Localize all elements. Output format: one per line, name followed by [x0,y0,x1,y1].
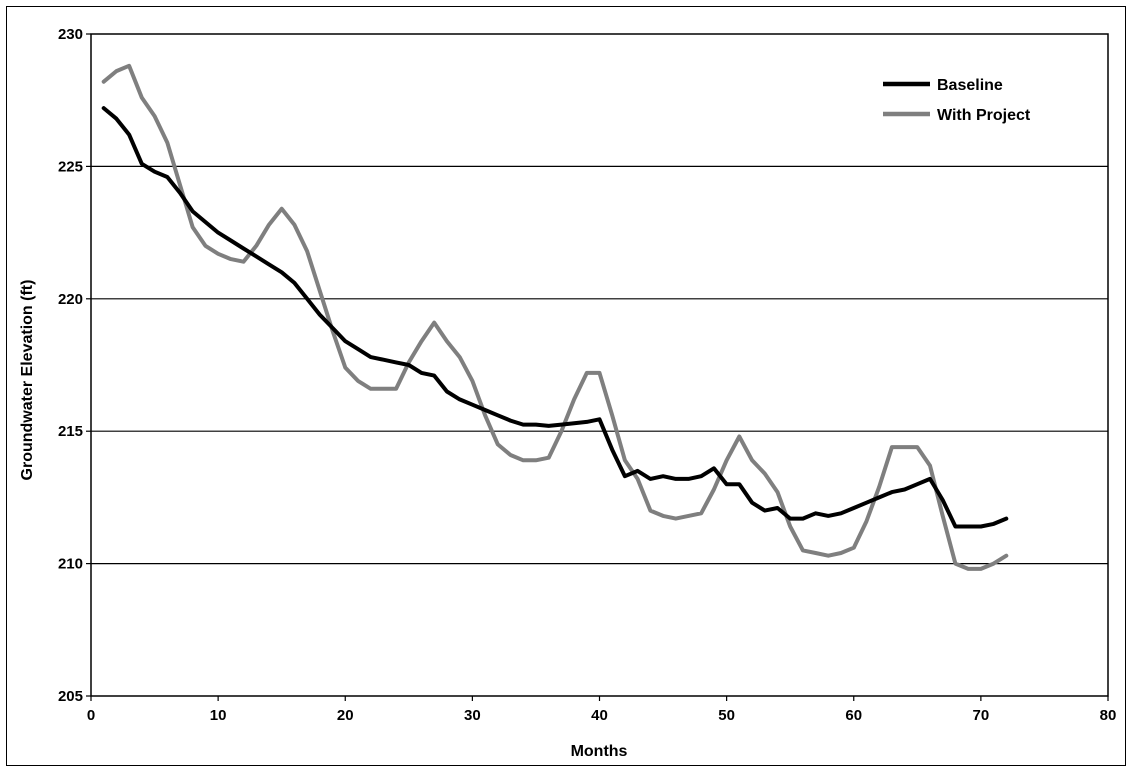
y-tick-label: 215 [58,423,83,440]
legend: Baseline With Project [883,77,1031,124]
axes: 205 210 215 220 225 230 0 10 20 30 40 50 60 70 80 [58,26,1116,724]
y-tick-label: 220 [58,291,83,308]
chart-frame [6,6,1126,766]
series-line-with-project [101,63,1009,571]
y-tick-label: 230 [58,26,83,43]
x-tick-label: 20 [337,707,354,724]
x-tick-label: 0 [87,707,95,724]
series-line-baseline [101,106,1009,529]
legend-label-with-project: With Project [937,107,1031,124]
x-tick-label: 70 [973,707,990,724]
series-lines [101,63,1009,571]
y-axis-title: Groundwater Elevation (ft) [19,280,36,481]
y-tick-label: 210 [58,556,83,573]
gridlines [91,165,1108,565]
x-tick-label: 60 [845,707,862,724]
x-tick-label: 10 [210,707,227,724]
y-tick-label: 205 [58,688,83,705]
x-tick-label: 80 [1100,707,1117,724]
x-axis-title: Months [571,743,628,760]
legend-label-baseline: Baseline [937,77,1003,94]
y-tick-label: 225 [58,158,83,175]
x-tick-label: 50 [718,707,735,724]
plot-area-border [90,33,1109,697]
x-tick-label: 30 [464,707,481,724]
x-tick-label: 40 [591,707,608,724]
